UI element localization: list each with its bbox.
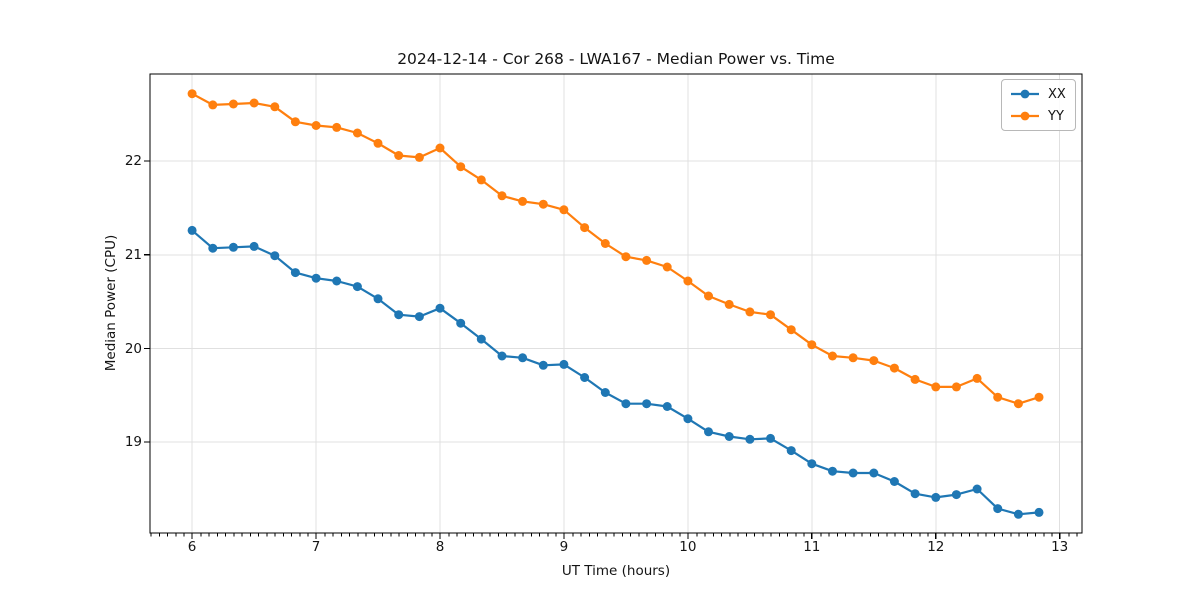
legend-item-yy: YY <box>1010 106 1066 126</box>
y-tick-label: 20 <box>124 340 142 357</box>
y-tick-label: 21 <box>124 246 142 263</box>
line-marker-icon <box>1011 111 1039 121</box>
chart-title: 2024-12-14 - Cor 268 - LWA167 - Median P… <box>397 50 835 68</box>
x-tick-label: 8 <box>435 539 445 555</box>
x-tick-label: 9 <box>559 539 569 555</box>
y-tick-label: 19 <box>124 434 142 451</box>
legend-item-xx: XX <box>1010 84 1066 104</box>
x-tick-label: 6 <box>187 539 197 555</box>
x-tick-label: 10 <box>679 539 697 555</box>
x-axis-label: UT Time (hours) <box>561 563 671 579</box>
y-tick-label: 22 <box>124 153 142 170</box>
x-tick-label: 7 <box>311 539 321 555</box>
x-tick-label: 12 <box>927 539 945 555</box>
x-tick-label: 13 <box>1051 539 1069 555</box>
legend-label-xx: XX <box>1048 86 1066 102</box>
x-tick-label: 11 <box>803 539 821 555</box>
line-marker-icon <box>1011 89 1039 99</box>
legend-label-yy: YY <box>1048 108 1064 124</box>
legend: XX YY <box>1001 79 1076 131</box>
